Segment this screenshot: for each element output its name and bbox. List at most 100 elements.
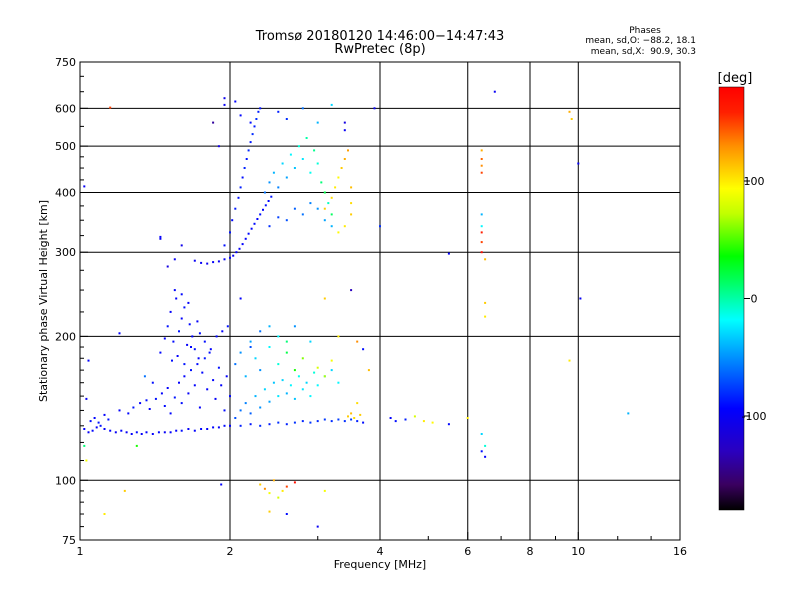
echo-point bbox=[89, 420, 92, 423]
echo-point bbox=[480, 241, 483, 244]
echo-point bbox=[293, 369, 296, 372]
echo-point bbox=[97, 421, 100, 424]
echo-point bbox=[169, 412, 172, 415]
echo-point bbox=[169, 431, 172, 434]
echo-point bbox=[285, 340, 288, 343]
echo-point bbox=[103, 428, 106, 430]
echo-point bbox=[114, 431, 117, 434]
echo-point bbox=[316, 207, 319, 210]
chart-title: Tromsø 20180120 14:46:00−14:47:43 bbox=[255, 29, 505, 44]
phases-x-stats: mean, sd,X: 90.9, 30.3 bbox=[591, 47, 696, 57]
echo-point bbox=[93, 417, 96, 419]
echo-point bbox=[190, 369, 192, 372]
echo-point bbox=[337, 176, 340, 179]
echo-point bbox=[95, 426, 98, 429]
y-tick-label: 600 bbox=[55, 102, 76, 115]
echo-point bbox=[160, 392, 163, 395]
echo-point bbox=[212, 379, 215, 382]
echo-point bbox=[212, 261, 215, 264]
echo-point bbox=[159, 351, 162, 354]
echo-point bbox=[244, 402, 247, 405]
echo-point bbox=[272, 479, 275, 482]
echo-point bbox=[103, 513, 106, 515]
echo-point bbox=[350, 213, 353, 216]
echo-point bbox=[579, 297, 582, 300]
echo-point bbox=[277, 335, 280, 338]
echo-point bbox=[337, 335, 340, 338]
echo-point bbox=[627, 412, 630, 415]
grid-lines bbox=[80, 62, 680, 540]
echo-point bbox=[367, 369, 370, 372]
echo-point bbox=[180, 429, 183, 432]
chart-subtitle: RwPretec (8p) bbox=[334, 42, 425, 57]
y-tick-label: 75 bbox=[62, 534, 76, 547]
echo-point bbox=[85, 459, 88, 462]
echo-point bbox=[313, 149, 316, 152]
echo-point bbox=[234, 100, 237, 103]
echo-point bbox=[480, 213, 483, 216]
echo-point bbox=[201, 371, 204, 374]
echo-point bbox=[163, 431, 166, 434]
echo-point bbox=[272, 381, 275, 384]
echo-point bbox=[323, 191, 326, 194]
echo-point bbox=[337, 418, 340, 421]
echo-point bbox=[343, 158, 346, 160]
echo-point bbox=[251, 133, 254, 136]
echo-point bbox=[277, 496, 280, 499]
echo-point bbox=[212, 426, 215, 429]
echo-point bbox=[223, 97, 226, 100]
echo-point bbox=[180, 293, 183, 296]
echo-point bbox=[309, 395, 312, 398]
echo-point bbox=[334, 186, 337, 189]
echo-point bbox=[169, 310, 172, 313]
echo-point bbox=[231, 219, 234, 222]
echo-point bbox=[281, 379, 284, 382]
echo-point bbox=[223, 258, 226, 261]
echo-point bbox=[285, 423, 288, 426]
echo-point bbox=[268, 181, 271, 184]
echo-point bbox=[277, 216, 280, 219]
echo-point bbox=[249, 141, 252, 144]
echo-point bbox=[118, 409, 121, 412]
echo-point bbox=[209, 348, 212, 351]
colorbar-tick-label: 100 bbox=[744, 175, 765, 188]
echo-point bbox=[229, 256, 231, 259]
echo-point bbox=[83, 444, 86, 447]
echo-point bbox=[206, 428, 209, 430]
x-tick-label: 16 bbox=[673, 545, 687, 558]
echo-point bbox=[293, 397, 296, 400]
echo-point bbox=[480, 231, 483, 234]
y-tick-label: 300 bbox=[55, 246, 76, 259]
phases-o-stats: mean, sd,O: −88.2, 18.1 bbox=[585, 36, 696, 46]
echo-point bbox=[259, 213, 262, 216]
echo-point bbox=[293, 325, 296, 328]
echo-point bbox=[173, 289, 176, 292]
echo-point bbox=[223, 103, 226, 106]
echo-point bbox=[480, 171, 483, 174]
echo-point bbox=[259, 369, 262, 372]
echo-point bbox=[249, 121, 252, 124]
echo-point bbox=[159, 235, 162, 238]
echo-point bbox=[268, 225, 271, 228]
echo-point bbox=[353, 417, 356, 419]
echo-point bbox=[200, 428, 203, 430]
echo-point bbox=[316, 525, 319, 528]
echo-point bbox=[466, 417, 469, 419]
echo-point bbox=[180, 402, 183, 405]
echo-point bbox=[85, 397, 88, 400]
echo-point bbox=[200, 261, 203, 264]
echo-point bbox=[293, 421, 296, 424]
echo-point bbox=[243, 167, 246, 169]
echo-point bbox=[180, 317, 183, 320]
echo-point bbox=[239, 351, 242, 354]
echo-point bbox=[173, 258, 176, 261]
echo-point bbox=[484, 444, 487, 447]
x-tick-label: 10 bbox=[571, 545, 585, 558]
x-axis-label: Frequency [MHz] bbox=[334, 558, 426, 571]
y-tick-label: 100 bbox=[55, 474, 76, 487]
echo-point bbox=[264, 204, 267, 207]
echo-point bbox=[198, 406, 201, 409]
echo-point bbox=[268, 492, 271, 495]
echo-point bbox=[203, 340, 206, 343]
